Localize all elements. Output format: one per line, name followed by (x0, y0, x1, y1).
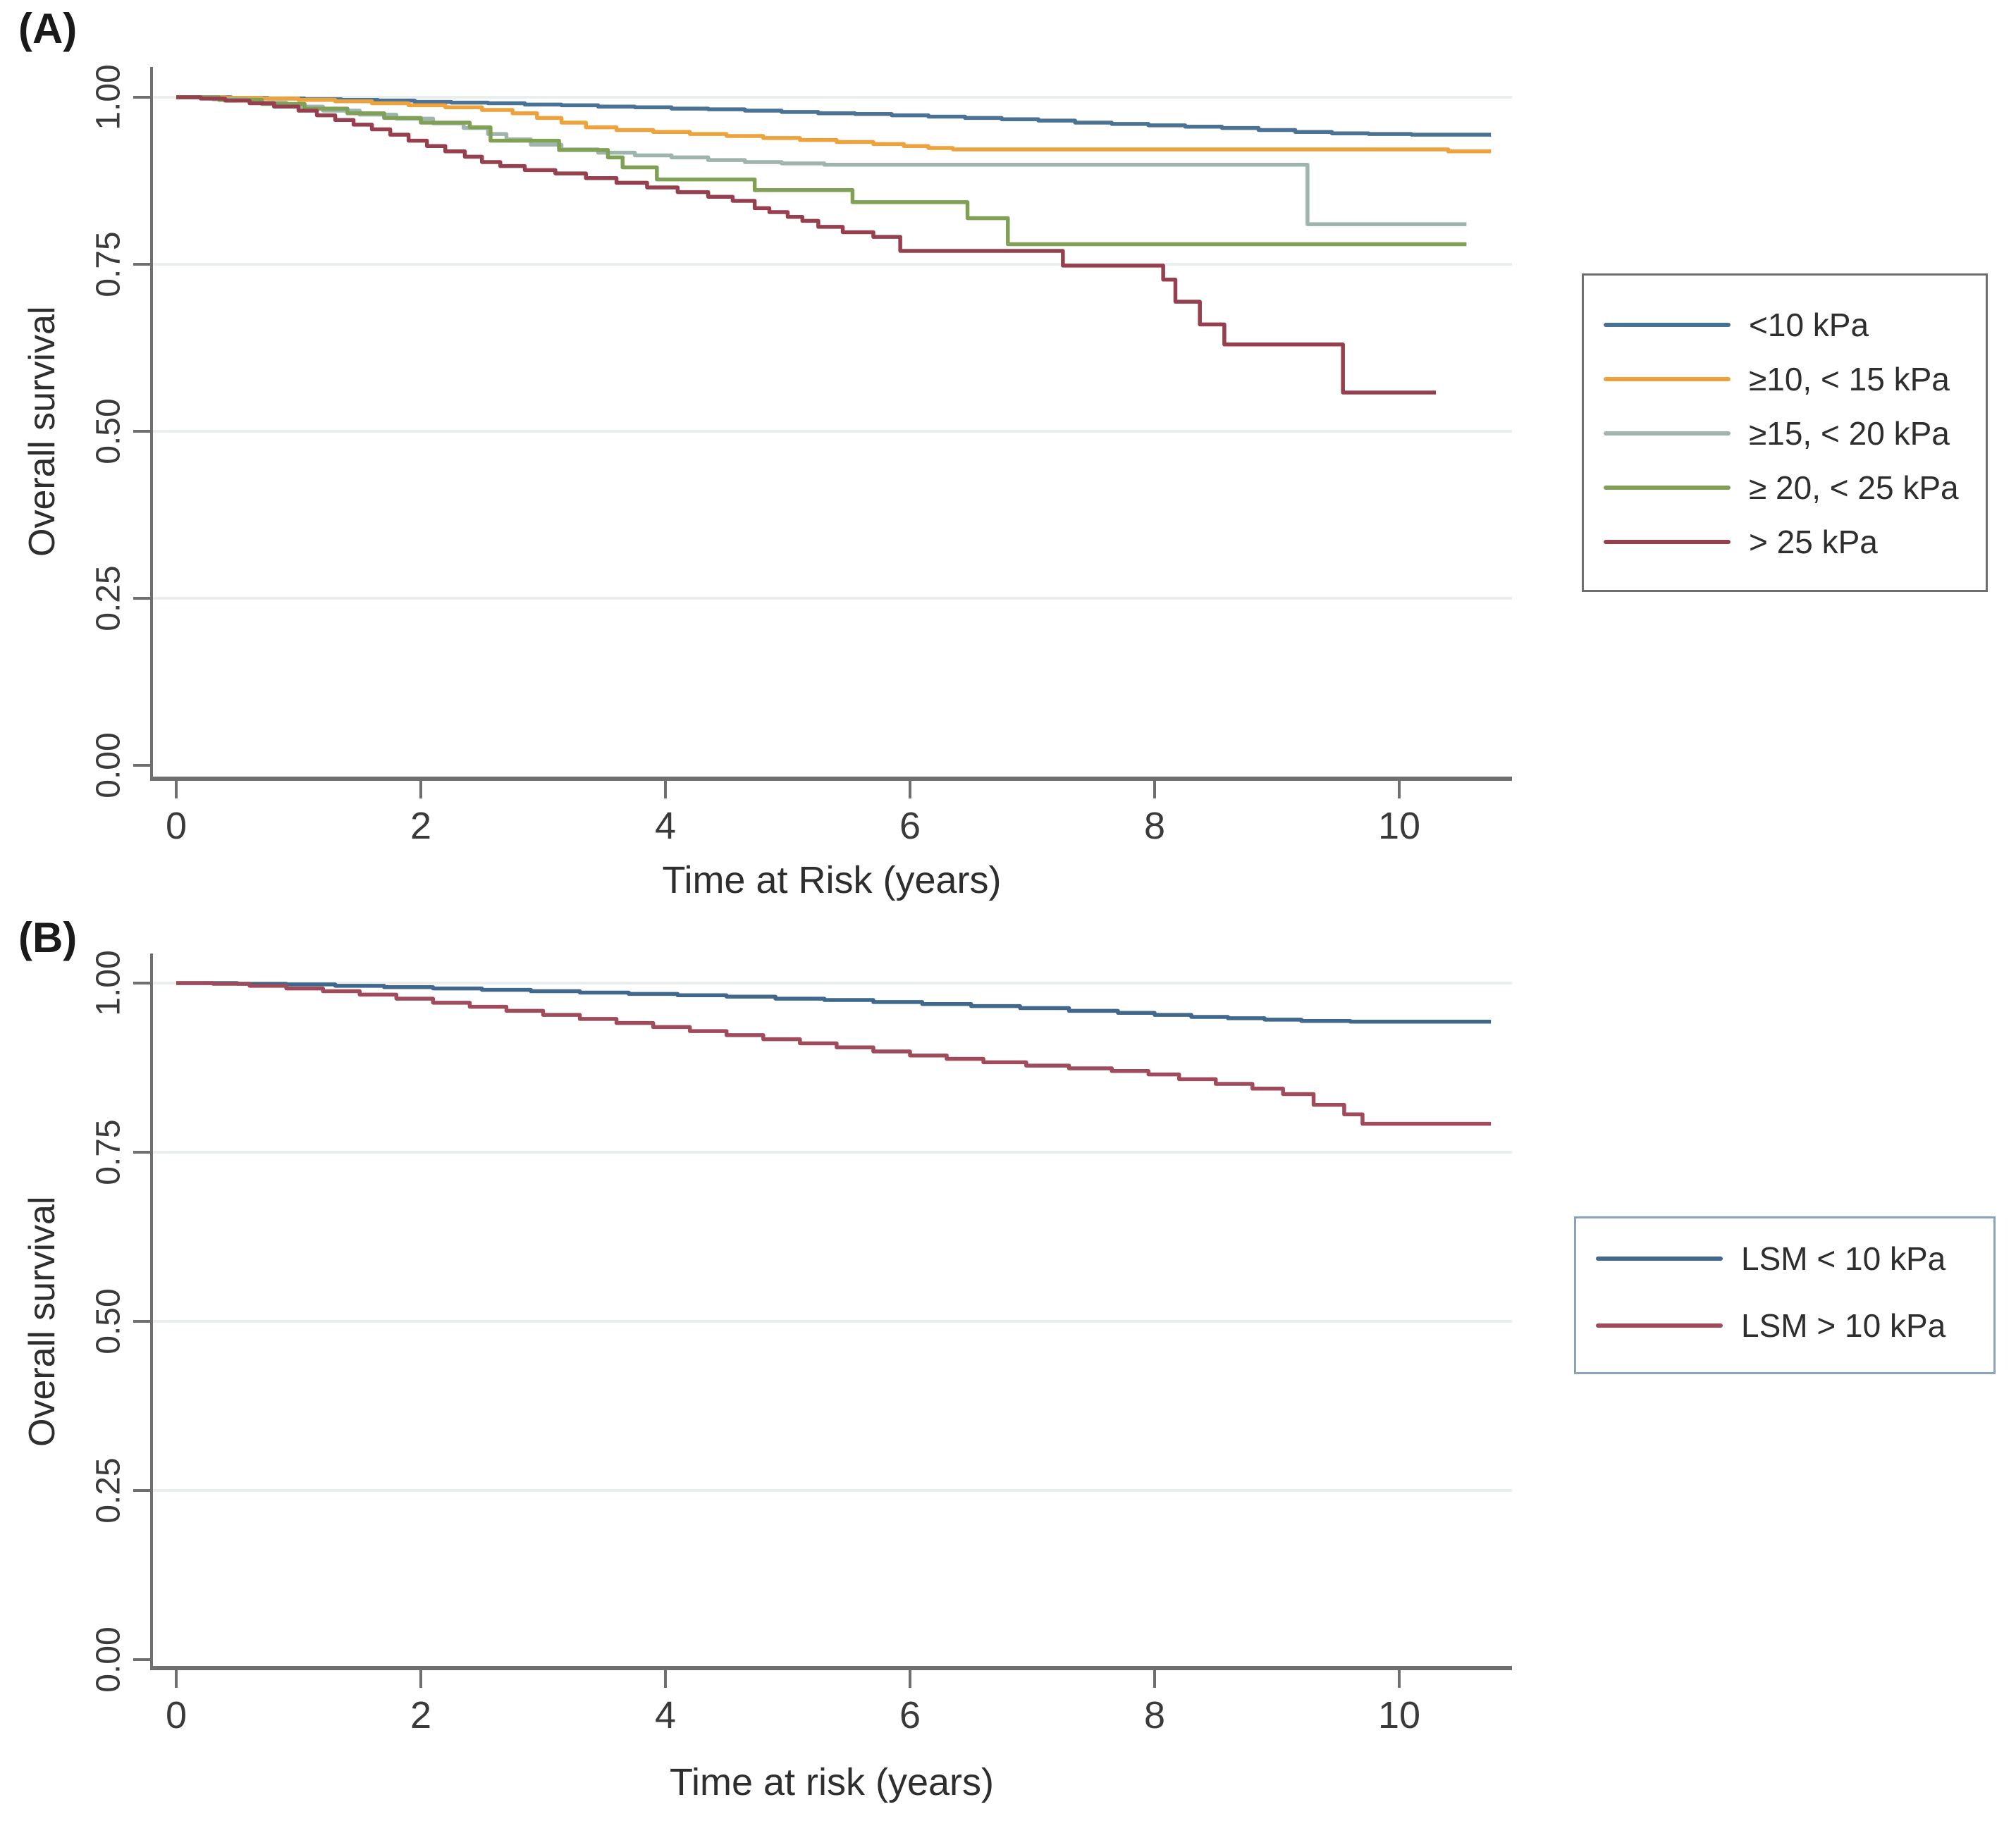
legend-item-label: ≥10, < 15 kPa (1749, 361, 1950, 397)
panel-a-y-axis-title: Overall survival (22, 306, 63, 557)
km-curve-panel-a-series-4 (176, 95, 1437, 395)
legend-item-label: <10 kPa (1749, 307, 1869, 343)
legend-line-sample (1604, 540, 1731, 544)
km-curve-panel-a-series-2 (176, 95, 1467, 226)
km-curve-panel-b-series-1 (176, 981, 1492, 1126)
x-tick-label-4: 4 (655, 1694, 676, 1736)
x-tick-label-0: 0 (166, 1694, 187, 1736)
y-tick-label-1: 1.00 (90, 64, 128, 130)
y-tick-label-0.75: 0.75 (90, 1119, 128, 1185)
panel-a-label: (A) (18, 5, 78, 52)
panel-b: (B) 1.00 0.75 0.50 0.25 0.00 0 2 4 6 8 10 Overall … (0, 909, 2016, 1821)
legend-line-sample (1596, 1323, 1723, 1328)
legend-item-label: LSM < 10 kPa (1741, 1240, 1946, 1277)
panel-a-plot: 1.00 0.75 0.50 0.25 0.00 0 2 4 6 8 10 (90, 64, 1512, 847)
y-tick-label-1: 1.00 (90, 950, 128, 1016)
y-tick-label-0.25: 0.25 (90, 1457, 128, 1523)
x-tick-label-0: 0 (166, 805, 187, 847)
x-tick-label-2: 2 (410, 805, 431, 847)
x-tick-label-6: 6 (899, 1694, 921, 1736)
km-curve-panel-a-series-3 (176, 95, 1467, 247)
legend-line-sample (1604, 323, 1731, 327)
panel-a-legend: <10 kPa ≥10, < 15 kPa ≥15, < 20 kPa ≥ 20, <… (1582, 273, 1988, 592)
x-tick-label-4: 4 (655, 805, 676, 847)
x-tick-label-2: 2 (410, 1694, 431, 1736)
km-curve-panel-a-series-0 (176, 95, 1492, 137)
legend-line-sample (1604, 486, 1731, 490)
legend-item-label: LSM > 10 kPa (1741, 1307, 1946, 1344)
x-tick-label-8: 8 (1144, 805, 1165, 847)
y-tick-label-0: 0.00 (90, 732, 128, 798)
y-tick-label-0.5: 0.50 (90, 1288, 128, 1354)
panel-a: (A) 1.00 0.75 0.50 0.25 0.00 0 2 4 6 8 10 Overall … (0, 0, 2016, 909)
x-tick-label-10: 10 (1378, 805, 1420, 847)
y-tick-label-0.75: 0.75 (90, 231, 128, 297)
y-tick-label-0: 0.00 (90, 1626, 128, 1692)
x-tick-label-8: 8 (1144, 1694, 1165, 1736)
panel-b-x-axis-title: Time at risk (years) (669, 1761, 995, 1803)
panel-b-y-axis-title: Overall survival (22, 1196, 63, 1447)
panel-b-plot: 1.00 0.75 0.50 0.25 0.00 0 2 4 6 8 10 (90, 950, 1512, 1736)
panel-b-legend: LSM < 10 kPa LSM > 10 kPa (1574, 1216, 1996, 1374)
panel-a-x-axis-title: Time at Risk (years) (662, 859, 1002, 901)
legend-line-sample (1604, 377, 1731, 381)
legend-line-sample (1596, 1257, 1723, 1261)
x-tick-label-6: 6 (899, 805, 921, 847)
legend-item-label: > 25 kPa (1749, 524, 1878, 560)
legend-item-label: ≥15, < 20 kPa (1749, 415, 1950, 452)
km-curve-panel-b-series-0 (176, 981, 1492, 1024)
y-tick-label-0.25: 0.25 (90, 565, 128, 631)
legend-item-label: ≥ 20, < 25 kPa (1749, 469, 1959, 506)
y-tick-label-0.5: 0.50 (90, 398, 128, 464)
x-tick-label-10: 10 (1378, 1694, 1420, 1736)
km-curve-panel-a-series-1 (176, 95, 1492, 154)
legend-line-sample (1604, 431, 1731, 436)
panel-b-label: (B) (18, 914, 78, 961)
